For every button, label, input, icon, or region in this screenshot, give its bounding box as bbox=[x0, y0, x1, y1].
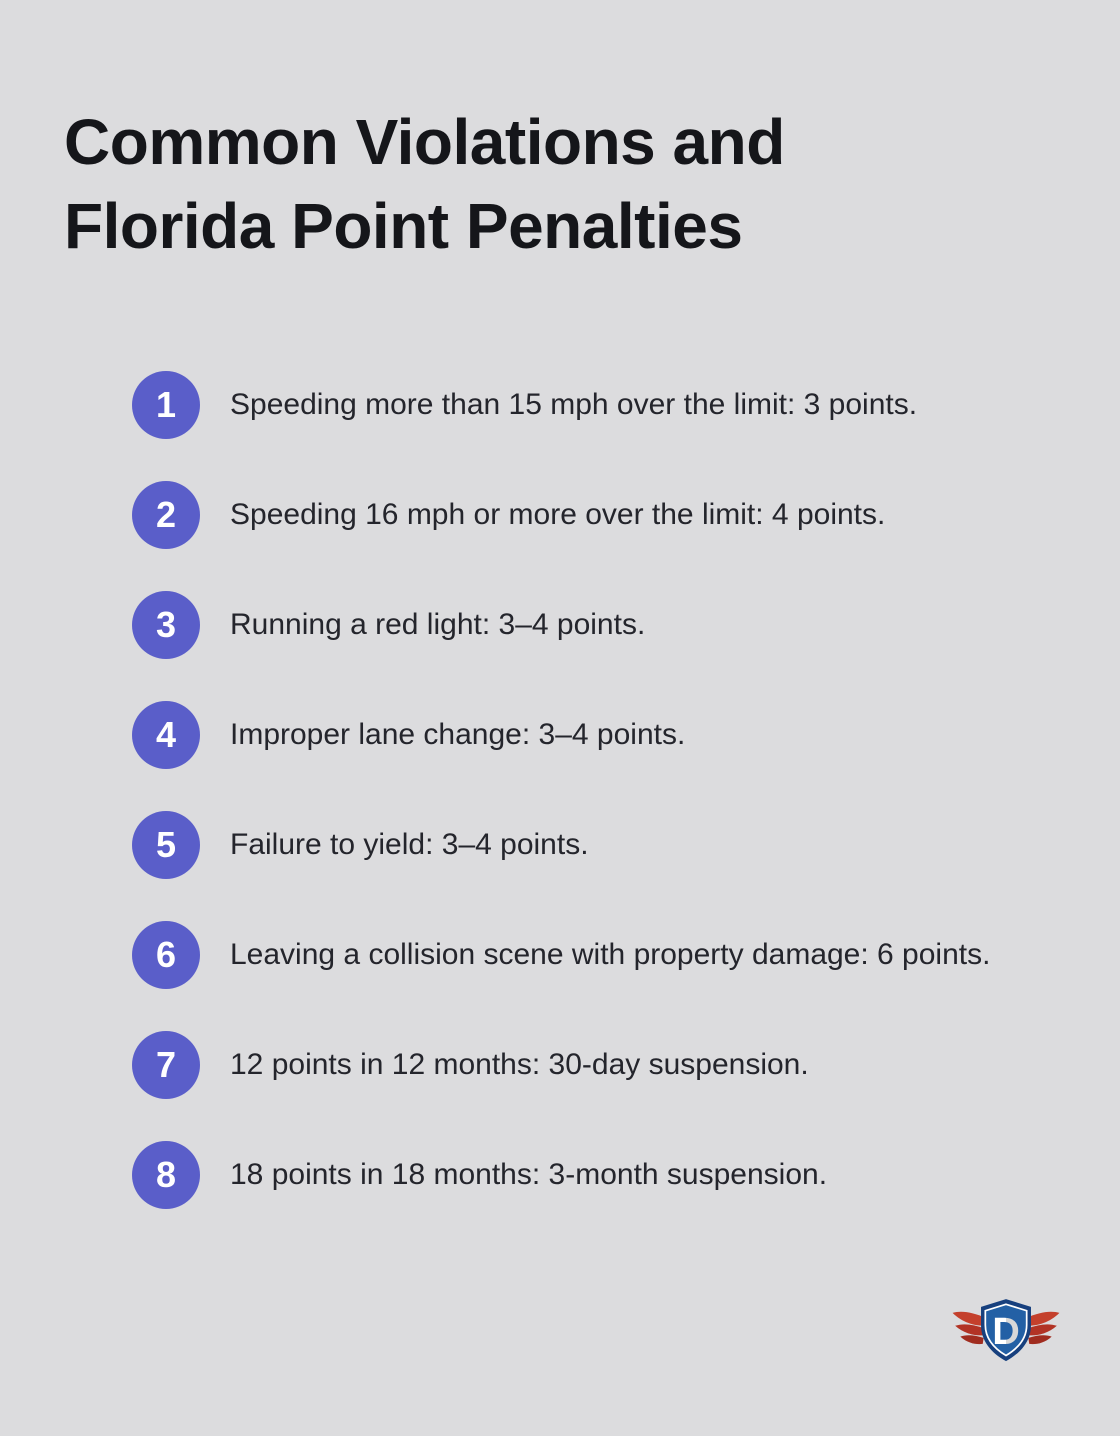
item-number: 6 bbox=[155, 934, 177, 975]
violations-list: 1 Speeding more than 15 mph over the lim… bbox=[132, 371, 1120, 1209]
item-text: 18 points in 18 months: 3-month suspensi… bbox=[230, 1158, 828, 1191]
list-item: 8 18 points in 18 months: 3-month suspen… bbox=[132, 1141, 1120, 1209]
item-text: Speeding more than 15 mph over the limit… bbox=[230, 388, 918, 421]
list-item: 4 Improper lane change: 3–4 points. bbox=[132, 701, 1120, 769]
page-title: Common Violations and Florida Point Pena… bbox=[0, 0, 1120, 268]
logo-wing-right-icon bbox=[1025, 1311, 1060, 1345]
item-text: Improper lane change: 3–4 points. bbox=[230, 718, 686, 751]
list-item: 6 Leaving a collision scene with propert… bbox=[132, 921, 1120, 989]
list-item: 3 Running a red light: 3–4 points. bbox=[132, 591, 1120, 659]
list-item: 2 Speeding 16 mph or more over the limit… bbox=[132, 481, 1120, 549]
item-text: Running a red light: 3–4 points. bbox=[230, 608, 646, 641]
item-number-badge: 8 bbox=[132, 1141, 200, 1209]
item-text: Failure to yield: 3–4 points. bbox=[230, 828, 589, 861]
item-number-badge: 7 bbox=[132, 1031, 200, 1099]
item-number-badge: 4 bbox=[132, 701, 200, 769]
item-number: 3 bbox=[155, 604, 177, 645]
page-title-line-2: Florida Point Penalties bbox=[64, 190, 743, 262]
item-number: 7 bbox=[155, 1044, 177, 1085]
page-title-line-1: Common Violations and bbox=[64, 106, 785, 178]
item-number: 4 bbox=[155, 714, 177, 755]
item-number-badge: 1 bbox=[132, 371, 200, 439]
brand-logo-icon: D bbox=[952, 1299, 1060, 1362]
item-number: 8 bbox=[155, 1154, 177, 1195]
item-number-badge: 5 bbox=[132, 811, 200, 879]
item-number: 1 bbox=[155, 384, 177, 425]
item-number-badge: 3 bbox=[132, 591, 200, 659]
item-text: 12 points in 12 months: 30-day suspensio… bbox=[230, 1048, 809, 1081]
list-item: 1 Speeding more than 15 mph over the lim… bbox=[132, 371, 1120, 439]
logo-letter: D bbox=[992, 1311, 1019, 1353]
item-number-badge: 2 bbox=[132, 481, 200, 549]
item-text: Speeding 16 mph or more over the limit: … bbox=[230, 498, 886, 531]
item-number: 2 bbox=[155, 494, 177, 535]
logo-wing-left-icon bbox=[952, 1311, 987, 1345]
logo-shield-icon bbox=[981, 1299, 1031, 1362]
item-number-badge: 6 bbox=[132, 921, 200, 989]
list-item: 7 12 points in 12 months: 30-day suspens… bbox=[132, 1031, 1120, 1099]
item-number: 5 bbox=[155, 824, 177, 865]
item-text: Leaving a collision scene with property … bbox=[230, 938, 991, 971]
list-item: 5 Failure to yield: 3–4 points. bbox=[132, 811, 1120, 879]
